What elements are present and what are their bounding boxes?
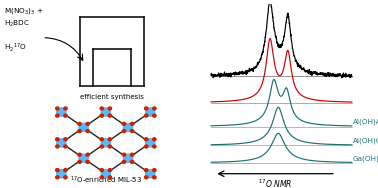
Circle shape	[64, 145, 67, 148]
Circle shape	[100, 176, 104, 179]
Circle shape	[64, 176, 67, 179]
Circle shape	[79, 123, 88, 132]
Circle shape	[144, 107, 148, 110]
Circle shape	[56, 107, 59, 110]
Circle shape	[144, 169, 148, 172]
Text: Al(OH)Al: Al(OH)Al	[353, 119, 378, 125]
Circle shape	[153, 176, 156, 179]
Circle shape	[123, 123, 133, 132]
Text: M(NO$_3$)$_3$ +: M(NO$_3$)$_3$ +	[4, 6, 44, 16]
Text: H$_2$$^{17}$O: H$_2$$^{17}$O	[4, 41, 27, 54]
Circle shape	[100, 145, 104, 148]
Circle shape	[64, 114, 67, 117]
Circle shape	[130, 130, 134, 133]
Circle shape	[101, 170, 110, 178]
Circle shape	[144, 145, 148, 148]
Circle shape	[144, 138, 148, 141]
Circle shape	[86, 130, 89, 133]
Text: efficient synthesis: efficient synthesis	[80, 94, 144, 100]
Circle shape	[153, 138, 156, 141]
Circle shape	[56, 145, 59, 148]
Circle shape	[130, 160, 134, 163]
Circle shape	[86, 153, 89, 156]
Circle shape	[108, 107, 112, 110]
Circle shape	[153, 145, 156, 148]
Circle shape	[108, 169, 112, 172]
Circle shape	[144, 176, 148, 179]
Circle shape	[153, 114, 156, 117]
Circle shape	[122, 153, 126, 156]
Text: $^{17}$O NMR: $^{17}$O NMR	[258, 177, 292, 188]
Text: Ga(OH)Ga: Ga(OH)Ga	[353, 155, 378, 162]
Circle shape	[122, 160, 126, 163]
Text: $^{17}$O-enriched MIL-53: $^{17}$O-enriched MIL-53	[70, 175, 142, 186]
Circle shape	[122, 122, 126, 125]
Circle shape	[56, 176, 59, 179]
Circle shape	[64, 138, 67, 141]
Circle shape	[86, 160, 89, 163]
Circle shape	[78, 153, 81, 156]
Circle shape	[130, 122, 134, 125]
Circle shape	[108, 114, 112, 117]
Circle shape	[78, 160, 81, 163]
Text: Al(OH)Ga: Al(OH)Ga	[353, 138, 378, 144]
Circle shape	[108, 138, 112, 141]
Circle shape	[100, 107, 104, 110]
Circle shape	[100, 138, 104, 141]
Circle shape	[56, 138, 59, 141]
Text: H$_2$BDC: H$_2$BDC	[4, 19, 30, 29]
Circle shape	[100, 114, 104, 117]
Circle shape	[122, 130, 126, 133]
Circle shape	[57, 170, 66, 178]
Circle shape	[64, 169, 67, 172]
Circle shape	[101, 108, 110, 116]
Circle shape	[100, 169, 104, 172]
Circle shape	[146, 139, 155, 147]
Circle shape	[78, 130, 81, 133]
Circle shape	[78, 122, 81, 125]
Circle shape	[146, 108, 155, 116]
Circle shape	[101, 139, 110, 147]
Circle shape	[108, 176, 112, 179]
Circle shape	[146, 170, 155, 178]
Circle shape	[144, 114, 148, 117]
Circle shape	[123, 154, 133, 162]
Circle shape	[79, 154, 88, 162]
Circle shape	[130, 153, 134, 156]
Circle shape	[57, 139, 66, 147]
Circle shape	[153, 169, 156, 172]
Circle shape	[153, 107, 156, 110]
Circle shape	[56, 169, 59, 172]
Circle shape	[56, 114, 59, 117]
Circle shape	[86, 122, 89, 125]
Circle shape	[108, 145, 112, 148]
Circle shape	[57, 108, 66, 116]
Circle shape	[64, 107, 67, 110]
